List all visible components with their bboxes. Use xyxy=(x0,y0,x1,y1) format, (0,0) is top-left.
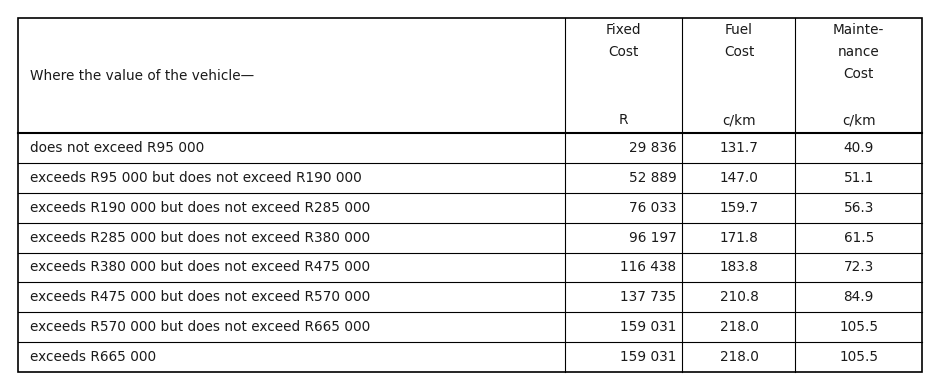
Text: R: R xyxy=(619,113,629,127)
Text: 159 031: 159 031 xyxy=(620,320,677,334)
Text: exceeds R95 000 but does not exceed R190 000: exceeds R95 000 but does not exceed R190… xyxy=(30,171,362,185)
Text: 105.5: 105.5 xyxy=(839,350,878,364)
Text: Where the value of the vehicle—: Where the value of the vehicle— xyxy=(30,69,254,83)
Text: 116 438: 116 438 xyxy=(620,261,677,275)
Text: 105.5: 105.5 xyxy=(839,320,878,334)
Text: 218.0: 218.0 xyxy=(719,350,759,364)
Text: 137 735: 137 735 xyxy=(620,290,677,304)
Text: 76 033: 76 033 xyxy=(629,201,677,215)
Text: 29 836: 29 836 xyxy=(629,141,677,155)
Text: c/km: c/km xyxy=(842,113,875,127)
Text: exceeds R190 000 but does not exceed R285 000: exceeds R190 000 but does not exceed R28… xyxy=(30,201,370,215)
Text: Cost: Cost xyxy=(843,67,874,81)
Text: 61.5: 61.5 xyxy=(843,230,874,245)
Text: exceeds R570 000 but does not exceed R665 000: exceeds R570 000 but does not exceed R66… xyxy=(30,320,370,334)
Text: Cost: Cost xyxy=(724,45,754,59)
Text: 147.0: 147.0 xyxy=(719,171,759,185)
Text: 210.8: 210.8 xyxy=(719,290,759,304)
Text: does not exceed R95 000: does not exceed R95 000 xyxy=(30,141,204,155)
Text: exceeds R665 000: exceeds R665 000 xyxy=(30,350,156,364)
Text: 52 889: 52 889 xyxy=(629,171,677,185)
Text: 51.1: 51.1 xyxy=(843,171,874,185)
Text: 159 031: 159 031 xyxy=(620,350,677,364)
Text: 183.8: 183.8 xyxy=(719,261,759,275)
Text: Mainte-: Mainte- xyxy=(833,23,885,37)
Text: Cost: Cost xyxy=(608,45,639,59)
Text: exceeds R475 000 but does not exceed R570 000: exceeds R475 000 but does not exceed R57… xyxy=(30,290,370,304)
Text: 84.9: 84.9 xyxy=(843,290,874,304)
Text: 159.7: 159.7 xyxy=(719,201,759,215)
Text: 171.8: 171.8 xyxy=(719,230,759,245)
Text: 56.3: 56.3 xyxy=(843,201,874,215)
Text: 131.7: 131.7 xyxy=(719,141,759,155)
Text: 218.0: 218.0 xyxy=(719,320,759,334)
Text: 96 197: 96 197 xyxy=(629,230,677,245)
Text: exceeds R380 000 but does not exceed R475 000: exceeds R380 000 but does not exceed R47… xyxy=(30,261,370,275)
Text: exceeds R285 000 but does not exceed R380 000: exceeds R285 000 but does not exceed R38… xyxy=(30,230,370,245)
Text: 72.3: 72.3 xyxy=(843,261,874,275)
Text: 40.9: 40.9 xyxy=(843,141,874,155)
Text: c/km: c/km xyxy=(722,113,756,127)
Text: Fuel: Fuel xyxy=(725,23,753,37)
Text: nance: nance xyxy=(838,45,880,59)
Text: Fixed: Fixed xyxy=(606,23,641,37)
